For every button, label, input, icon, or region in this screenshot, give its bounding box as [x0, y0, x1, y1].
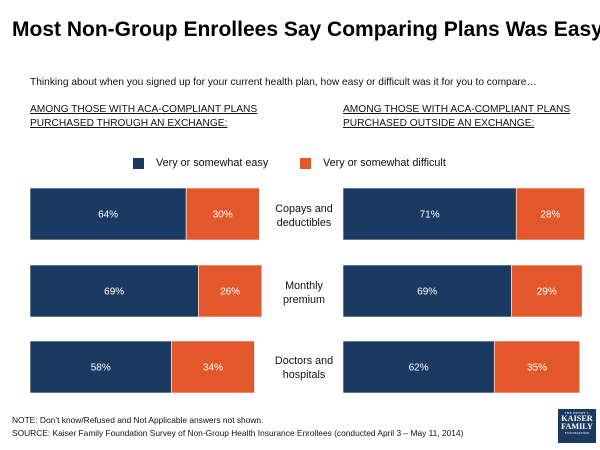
- bar-value-label: 34%: [203, 363, 223, 374]
- footnote-source: SOURCE: Kaiser Family Foundation Survey …: [12, 428, 464, 438]
- chart-subtitle: Thinking about when you signed up for yo…: [30, 77, 537, 88]
- bar-value-label: 62%: [409, 363, 429, 374]
- bar-segment-difficult: [185, 187, 260, 241]
- bar-value-label: 58%: [91, 363, 111, 374]
- left-panel-heading: AMONG THOSE WITH ACA-COMPLIANT PLANS PUR…: [30, 103, 257, 131]
- logo-line-1: THE HENRY J.: [564, 411, 590, 415]
- bar-value-label: 64%: [98, 210, 118, 221]
- legend-swatch-easy: [133, 158, 144, 169]
- bar-value-label: 30%: [213, 210, 233, 221]
- category-label-premium: Monthly premium: [264, 279, 344, 307]
- category-label-line: Doctors and: [274, 355, 334, 367]
- bar-value-label: 29%: [537, 287, 557, 298]
- category-label-line: hospitals: [282, 369, 326, 381]
- right-panel-heading-line-1: AMONG THOSE WITH ACA-COMPLIANT PLANS: [343, 104, 571, 115]
- bar-value-label: 71%: [420, 210, 440, 221]
- bar-value-label: 35%: [527, 363, 547, 374]
- bar-value-label: 28%: [540, 210, 560, 221]
- logo-line-4: FOUNDATION: [564, 431, 590, 435]
- bar-segment-easy: [342, 264, 512, 318]
- category-label-line: Copays and: [275, 203, 333, 215]
- legend-label-difficult: Very or somewhat difficult: [323, 157, 446, 169]
- right-panel-heading-line-2: PURCHASED OUTSIDE AN EXCHANGE:: [343, 118, 535, 129]
- bar-value-label: 69%: [104, 287, 124, 298]
- bar-segment-difficult: [171, 340, 255, 394]
- bar-segment-difficult: [198, 264, 263, 318]
- chart-title: Most Non-Group Enrollees Say Comparing P…: [12, 18, 600, 41]
- logo-line-3: FAMILY: [561, 422, 593, 431]
- kff-logo: THE HENRY J. KAISER FAMILY FOUNDATION: [558, 409, 596, 443]
- left-panel-heading-line-1: AMONG THOSE WITH ACA-COMPLIANT PLANS: [30, 104, 258, 115]
- left-panel-heading-line-2: PURCHASED THROUGH AN EXCHANGE:: [30, 118, 228, 129]
- bar-value-label: 69%: [417, 287, 437, 298]
- legend-label-easy: Very or somewhat easy: [156, 157, 269, 169]
- legend-swatch-difficult: [300, 158, 311, 169]
- bar-segment-difficult: [515, 187, 585, 241]
- right-panel-heading: AMONG THOSE WITH ACA-COMPLIANT PLANS PUR…: [343, 103, 570, 131]
- bar-segment-easy: [29, 340, 172, 394]
- category-label-line: premium: [283, 294, 325, 306]
- bar-segment-difficult: [493, 340, 580, 394]
- bar-segment-easy: [29, 264, 199, 318]
- bar-segment-easy: [29, 187, 187, 241]
- bar-segment-easy: [342, 340, 495, 394]
- category-label-line: deductibles: [276, 217, 332, 229]
- logo-line-2: KAISER: [561, 414, 593, 423]
- category-label-copays: Copays and deductibles: [264, 202, 344, 230]
- footnote-note: NOTE: Don’t know/Refused and Not Applica…: [12, 415, 264, 425]
- category-label-doctors: Doctors and hospitals: [264, 354, 344, 382]
- category-label-line: Monthly: [285, 280, 323, 292]
- bar-segment-difficult: [511, 264, 583, 318]
- bar-value-label: 26%: [220, 287, 240, 298]
